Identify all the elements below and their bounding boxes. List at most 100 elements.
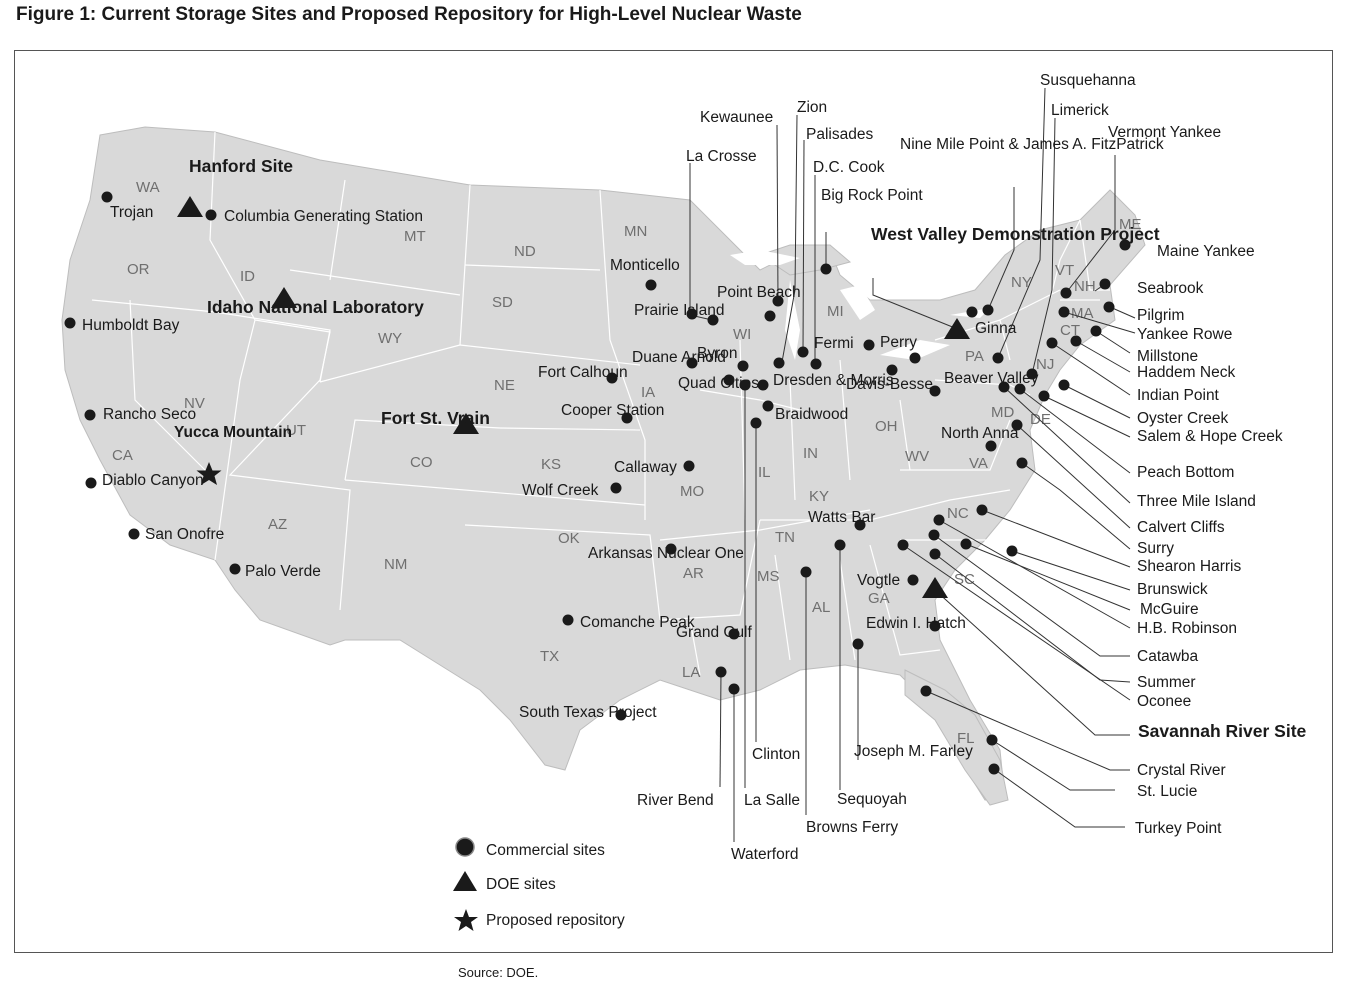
site-dot-south-texas [615,709,627,721]
state-label-mt: MT [404,228,426,245]
label-san-onofre: San Onofre [145,526,224,543]
site-dot-oconee [897,539,909,551]
site-dot-summer [929,548,941,560]
label-joseph-farley: Joseph M. Farley [854,743,973,760]
site-dot-limerick [1026,368,1038,380]
site-dot-fermi [863,339,875,351]
state-label-ma: MA [1071,305,1094,322]
label-brunswick: Brunswick [1137,581,1208,598]
legend-commercial-icon [455,837,475,857]
site-dot-sequoyah [834,539,846,551]
state-label-al: AL [812,599,830,616]
label-braidwood: Braidwood [775,406,848,423]
label-turkey-point: Turkey Point [1135,820,1222,837]
label-yankee-rowe: Yankee Rowe [1137,326,1232,343]
triangle-west-valley [944,318,970,339]
label-oyster-creek: Oyster Creek [1137,410,1229,427]
site-dot-dc-cook [810,358,822,370]
label-catawba: Catawba [1137,648,1199,665]
site-dot-kewaunee [772,295,784,307]
state-label-ms: MS [757,568,780,585]
site-dot-catawba [928,529,940,541]
label-shearon-harris: Shearon Harris [1137,558,1241,575]
site-dot-la-salle [739,379,751,391]
state-label-sd: SD [492,294,513,311]
triangle-savannah-river [922,577,948,598]
label-clinton: Clinton [752,746,800,763]
state-label-il: IL [758,464,771,481]
site-dot-edwin-hatch [929,620,941,632]
site-dot-cooper-station [621,412,633,424]
label-river-bend: River Bend [637,792,714,809]
site-dot-palisades [797,346,809,358]
site-dot-vogtle [907,574,919,586]
state-label-wa: WA [136,179,160,196]
us-landmass [61,126,1146,801]
site-dot-braidwood [762,400,774,412]
label-waterford: Waterford [731,846,798,863]
label-beaver-valley: Beaver Valley [944,370,1039,387]
triangle-fort-st-vrain [453,413,479,434]
site-dot-haddem-neck [1070,335,1082,347]
site-dot-shearon-harris [976,504,988,516]
site-dot-duane-arnold [686,357,698,369]
source-note: Source: DOE. [458,965,539,980]
site-dot-crystal-river [920,685,932,697]
legend-star-icon [454,909,478,931]
label-dc-cook: D.C. Cook [813,159,885,176]
label-fort-st-vrain: Fort St. Vrain [381,408,490,428]
label-north-anna: North Anna [941,425,1019,442]
site-dot-peach-bottom [1014,383,1026,395]
label-yucca-mountain: Yucca Mountain [174,424,292,441]
commercial-site-dots [64,191,1131,775]
triangle-hanford [177,196,203,217]
label-pilgrim: Pilgrim [1137,307,1184,324]
site-dot-humboldt-bay [64,317,76,329]
site-dot-waterford [728,683,740,695]
label-fort-calhoun: Fort Calhoun [538,364,628,381]
state-label-va: VA [969,455,988,472]
label-kewaunee: Kewaunee [700,109,773,126]
site-dot-turkey-point [988,763,1000,775]
label-south-texas: South Texas Project [519,704,657,721]
site-dot-watts-bar [854,519,866,531]
state-label-sc: SC [954,571,975,588]
state-label-in: IN [803,445,818,462]
label-comanche-peak: Comanche Peak [580,614,695,631]
site-dot-st-lucie [986,734,998,746]
site-dot-rancho-seco [84,409,96,421]
site-dot-zion [773,357,785,369]
site-dot-seabrook [1099,278,1111,290]
label-davis-besse: Davis-Besse [846,376,933,393]
figure-title: Figure 1: Current Storage Sites and Prop… [16,4,802,25]
site-dot-pilgrim [1103,301,1115,313]
label-haddem-neck: Haddem Neck [1137,364,1235,381]
site-dot-joseph-farley [852,638,864,650]
label-la-salle: La Salle [744,792,800,809]
label-limerick: Limerick [1051,102,1109,119]
site-dot-byron [737,360,749,372]
state-label-nc: NC [947,505,969,522]
state-label-vt: VT [1055,262,1074,279]
state-label-ar: AR [683,565,704,582]
label-hanford-site-line: Hanford Site [189,156,293,176]
doe-labels: Hanford Site Idaho National Laboratory F… [174,156,1307,741]
label-grand-gulf: Grand Gulf [676,624,753,641]
site-dot-vermont-yankee [1060,287,1072,299]
state-label-mo: MO [680,483,704,500]
state-label-ks: KS [541,456,561,473]
label-indian-point: Indian Point [1137,387,1220,404]
site-dot-fort-calhoun [606,372,618,384]
label-columbia: Columbia Generating Station [224,208,423,225]
great-lakes [730,250,990,360]
site-dot-ginna [982,304,994,316]
site-dot-salem-hope-creek [1038,390,1050,402]
site-dot-maine-yankee [1119,239,1131,251]
label-edwin-hatch: Edwin I. Hatch [866,615,966,632]
site-dot-oyster-creek [1058,379,1070,391]
site-dot-trojan [101,191,113,203]
label-surry: Surry [1137,540,1174,557]
state-label-ut: UT [286,422,306,439]
label-mcguire: McGuire [1140,601,1199,618]
site-dot-nine-mile-point [966,306,978,318]
